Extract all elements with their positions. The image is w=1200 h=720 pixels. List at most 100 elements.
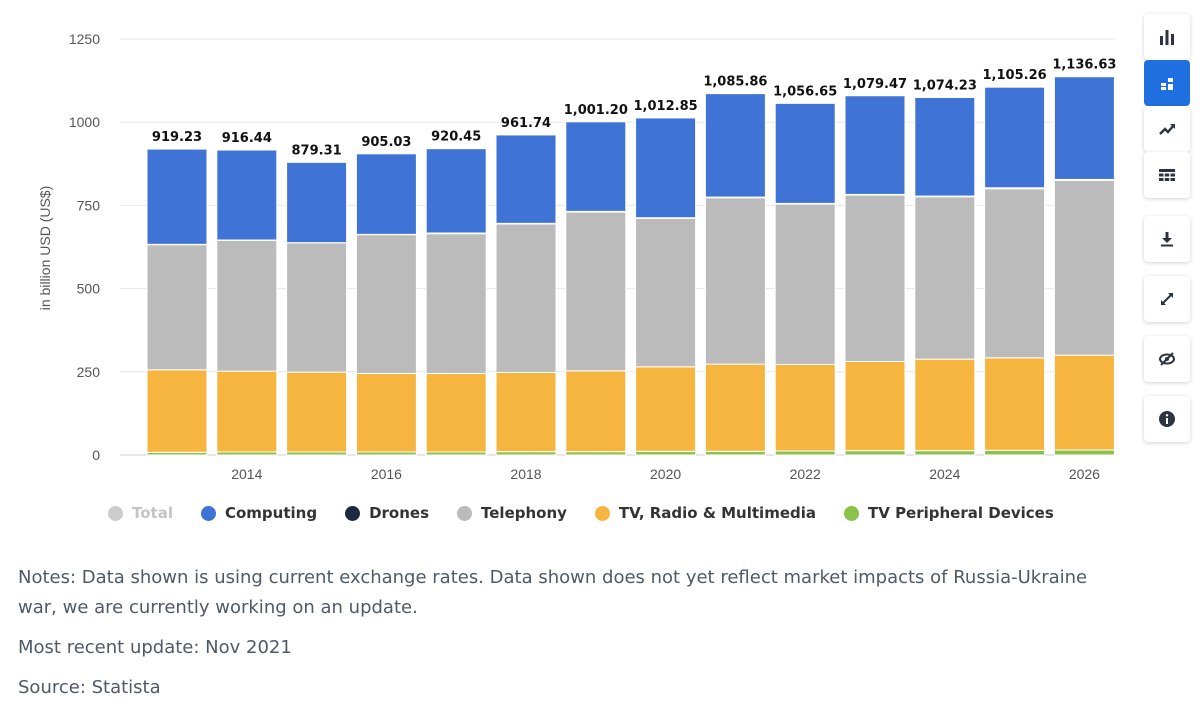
y-tick-label: 250 [77,364,101,380]
bar-segment-telephony[interactable] [1053,179,1115,356]
bar-segment-tv-peripheral-devices[interactable] [774,450,836,456]
bar-segment-telephony[interactable] [914,196,976,360]
y-axis-ticks: 0 250 500 750 1000 1250 [69,31,100,463]
table-grid-icon [1159,169,1175,181]
total-value-label: 1,136.63 [1052,58,1116,73]
legend-dot-icon [844,505,859,521]
bar-segment-tv-peripheral-devices[interactable] [844,450,906,456]
x-tick-label: 2022 [790,466,821,482]
bar-segment-tv-peripheral-devices[interactable] [984,449,1046,456]
bar-segment-tv-peripheral-devices[interactable] [914,450,976,456]
total-value-label: 919.23 [152,130,202,145]
legend-item-tv-radio-multimedia[interactable]: TV, Radio & Multimedia [594,504,816,522]
bar-segment-computing[interactable] [355,153,417,235]
fullscreen-button[interactable] [1144,276,1190,322]
hide-button[interactable] [1144,336,1190,382]
total-value-label: 920.45 [431,130,481,145]
bar-segment-computing[interactable] [146,148,208,245]
bars[interactable] [146,76,1115,456]
bar-segment-computing[interactable] [635,117,697,219]
legend-item-total[interactable]: Total [108,504,173,522]
bar-segment-tv-radio-multimedia[interactable] [565,370,627,453]
bar-segment-telephony[interactable] [774,203,836,365]
legend-dot-icon [200,505,216,521]
x-tick-label: 2016 [371,466,402,482]
info-icon [1159,411,1175,427]
bar-segment-tv-radio-multimedia[interactable] [844,360,906,452]
y-tick-label: 1000 [69,114,100,130]
bar-segment-telephony[interactable] [425,233,487,374]
bar-segment-telephony[interactable] [984,188,1046,359]
download-icon [1161,232,1173,247]
stacked-bar-icon [1161,78,1173,90]
total-value-label: 916.44 [222,131,272,146]
table-view-button[interactable] [1144,152,1190,198]
x-tick-label: 2018 [510,466,541,482]
bar-segment-telephony[interactable] [635,217,697,368]
total-value-label: 1,056.65 [773,84,837,99]
legend-item-telephony[interactable]: Telephony [457,504,567,522]
bar-segment-tv-peripheral-devices[interactable] [704,450,766,456]
bar-segment-telephony[interactable] [495,223,557,373]
total-value-label: 961.74 [501,116,551,131]
bar-segment-computing[interactable] [495,134,557,224]
trend-line-button[interactable] [1144,106,1190,152]
bar-segment-tv-radio-multimedia[interactable] [1053,354,1115,451]
stacked-bar-chart: 0 250 500 750 1000 1250 919.23 916.44 879.31 905… [37,31,1116,482]
legend-item-tv-peripheral-devices[interactable]: TV Peripheral Devices [844,504,1054,522]
x-tick-label: 2020 [650,466,681,482]
total-value-label: 879.31 [292,143,342,158]
notes-text: Notes: Data shown is using current excha… [18,567,1088,618]
legend-label: TV Peripheral Devices [868,504,1054,522]
bar-segment-computing[interactable] [565,121,627,212]
bar-chart-button[interactable] [1144,14,1190,60]
bar-segment-tv-peripheral-devices[interactable] [635,450,697,456]
y-tick-label: 1250 [69,31,100,47]
bar-segment-tv-peripheral-devices[interactable] [1053,449,1115,456]
bar-segment-computing[interactable] [984,86,1046,189]
legend-item-computing[interactable]: Computing [200,504,317,522]
bar-segment-computing[interactable] [844,95,906,195]
bar-chart-icon [1160,30,1174,45]
bar-segment-tv-radio-multimedia[interactable] [146,369,208,453]
bar-segment-tv-radio-multimedia[interactable] [704,363,766,452]
bar-segment-telephony[interactable] [146,244,208,371]
bar-segment-computing[interactable] [216,149,278,241]
bar-segment-tv-radio-multimedia[interactable] [914,358,976,452]
bar-segment-tv-radio-multimedia[interactable] [425,372,487,453]
chart-legend[interactable]: Total Computing Drones Telephony TV, Radio &… [108,504,1082,522]
total-value-label: 1,001.20 [564,103,628,118]
bar-segment-computing[interactable] [425,148,487,234]
bar-segment-computing[interactable] [914,96,976,197]
total-value-label: 1,074.23 [913,78,977,93]
bar-segment-tv-radio-multimedia[interactable] [635,366,697,452]
bar-segment-telephony[interactable] [565,211,627,372]
bar-segment-tv-radio-multimedia[interactable] [495,371,557,453]
bar-segment-telephony[interactable] [216,239,278,372]
download-button[interactable] [1144,216,1190,262]
y-tick-label: 750 [77,197,101,213]
bar-segment-computing[interactable] [774,102,836,204]
bar-segment-computing[interactable] [704,93,766,198]
total-value-label: 1,079.47 [843,77,907,92]
legend-item-drones[interactable]: Drones [345,504,429,522]
bar-segment-tv-radio-multimedia[interactable] [355,372,417,453]
bar-segment-tv-radio-multimedia[interactable] [774,363,836,452]
bar-segment-tv-radio-multimedia[interactable] [286,371,348,453]
bar-segment-computing[interactable] [1053,76,1115,180]
total-value-label: 1,012.85 [634,99,698,114]
legend-dot-icon [594,505,610,521]
x-tick-label: 2026 [1069,466,1100,482]
bar-segment-tv-radio-multimedia[interactable] [216,370,278,453]
source-text: Source: Statista [18,677,161,698]
bar-segment-tv-radio-multimedia[interactable] [984,357,1046,451]
bar-segment-computing[interactable] [286,161,348,244]
bar-segment-telephony[interactable] [844,194,906,362]
y-axis-label: in billion USD (US$) [37,186,53,310]
bar-segment-telephony[interactable] [704,197,766,365]
stacked-bar-button[interactable] [1144,60,1190,106]
bar-segment-telephony[interactable] [286,242,348,373]
legend-label: Telephony [481,504,567,522]
bar-segment-telephony[interactable] [355,234,417,374]
info-button[interactable] [1144,396,1190,442]
